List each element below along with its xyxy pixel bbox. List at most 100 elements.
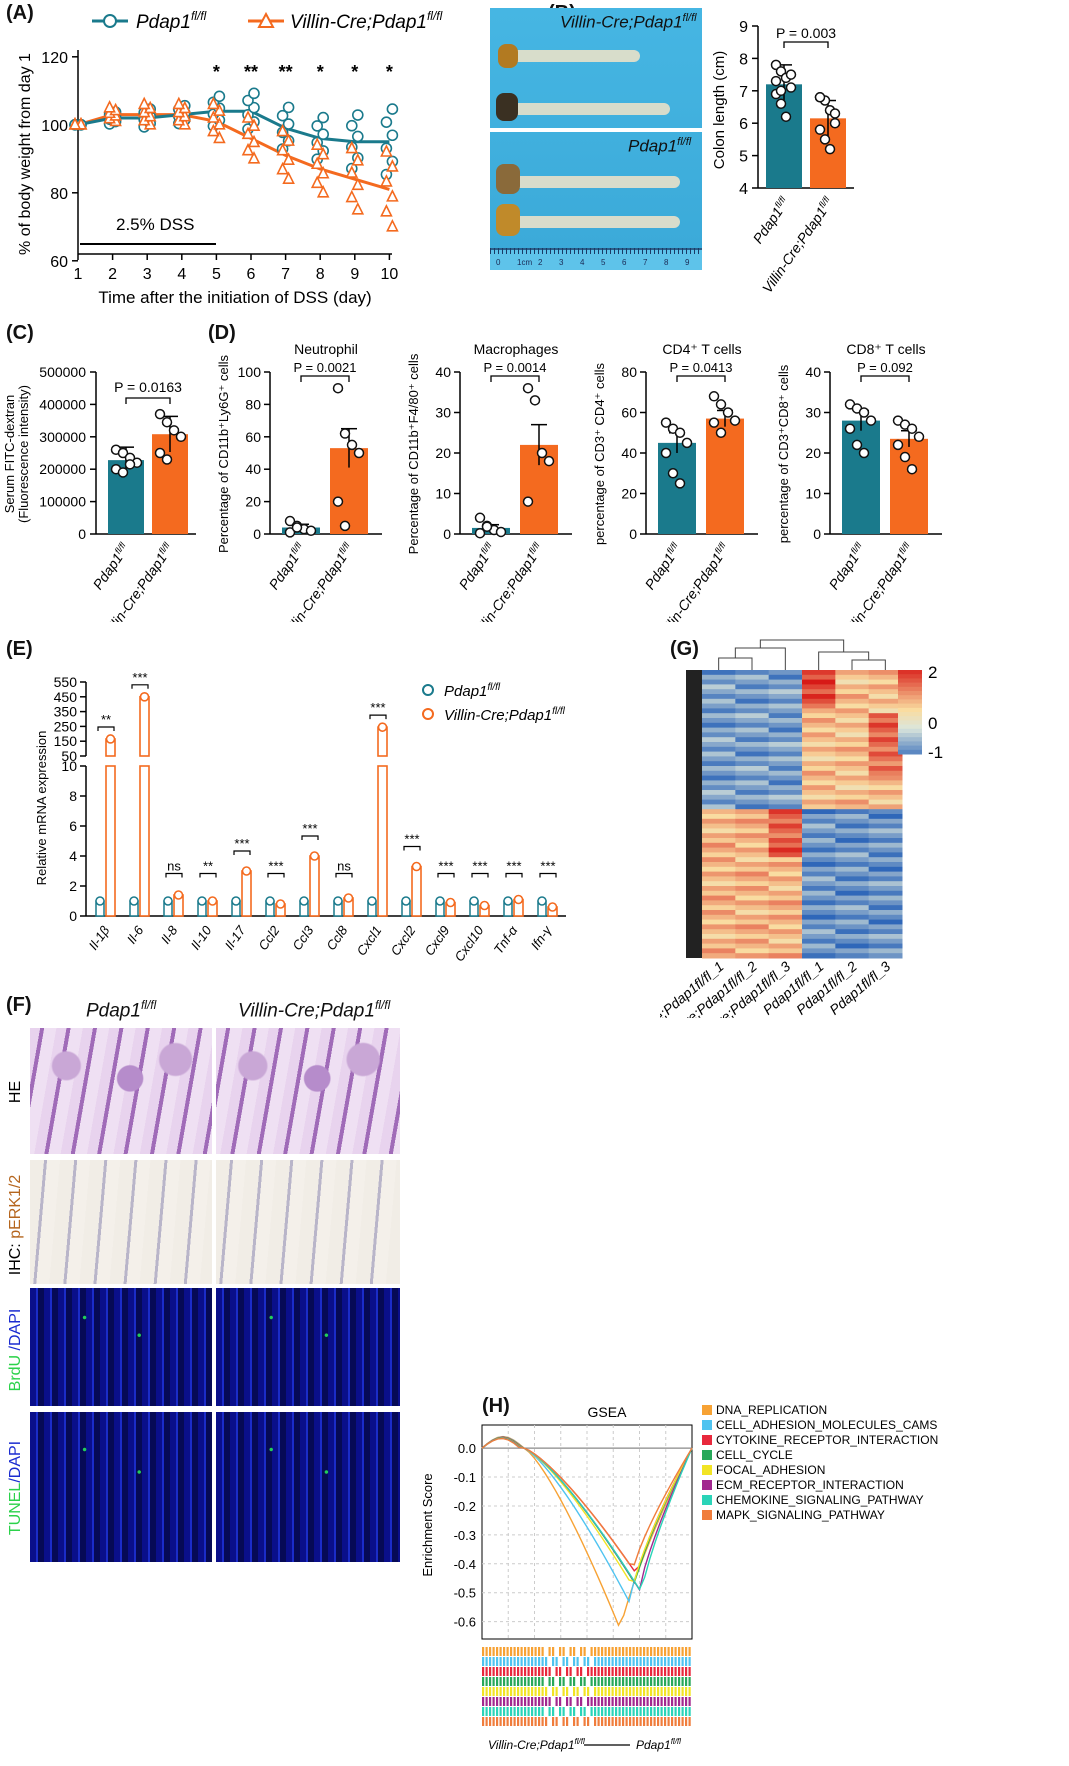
c-point (161, 416, 173, 428)
a-point-ko (345, 140, 359, 154)
h-hit-mark (517, 1687, 520, 1696)
h-hit-mark (573, 1677, 576, 1686)
h-hit-mark (629, 1657, 632, 1666)
e-gene-label: Il-17 (222, 922, 249, 952)
h-hit-mark (594, 1657, 597, 1666)
g-cell (768, 857, 803, 863)
g-cell (702, 732, 736, 738)
a-sig-mark: ** (279, 62, 293, 82)
h-hit-mark (646, 1707, 649, 1716)
h-bottom-left: Villin-Cre;Pdap1fl/fl (488, 1737, 585, 1752)
h-hit-mark (685, 1687, 688, 1696)
h-hit-mark (667, 1667, 670, 1676)
g-cell (702, 766, 736, 772)
b-point (785, 69, 797, 80)
e-gene-label: Il-10 (188, 922, 215, 952)
e-sig-bracket (131, 684, 149, 689)
panel-label-g: (G) (670, 638, 699, 660)
h-hit-mark (510, 1677, 513, 1686)
a-ytick-label: 120 (41, 50, 68, 67)
g-cell (835, 905, 870, 911)
d-bar-ctrl (658, 442, 696, 534)
h-hit-mark (482, 1647, 485, 1656)
g-cell (735, 804, 770, 810)
ruler-label: 6 (622, 258, 627, 267)
h-hit-mark (615, 1697, 618, 1706)
h-hit-mark (615, 1677, 618, 1686)
h-hit-mark (632, 1707, 635, 1716)
h-hit-mark (506, 1657, 509, 1666)
h-hit-mark (622, 1707, 625, 1716)
h-hit-mark (541, 1687, 544, 1696)
d-point (543, 455, 555, 467)
h-hit-mark (517, 1717, 520, 1726)
h-hit-mark (499, 1697, 502, 1706)
h-hit-mark (671, 1667, 674, 1676)
h-hit-mark (489, 1677, 492, 1686)
d-xtick-ctrl: Pdap1fl/fl (826, 540, 869, 593)
a-series-ko-line (77, 113, 390, 191)
h-hit-mark (618, 1667, 621, 1676)
g-cell (868, 847, 903, 853)
d-title-2: CD4⁺ T cells (662, 341, 741, 357)
h-hit-mark (639, 1647, 642, 1656)
d-point (353, 447, 365, 459)
h-hit-mark (524, 1677, 527, 1686)
g-cell (802, 684, 836, 690)
a-point-ko (345, 165, 359, 178)
h-hit-mark (548, 1707, 551, 1716)
g-scale-cell (898, 686, 922, 692)
e-point-ko (513, 894, 524, 905)
h-hit-mark (653, 1677, 656, 1686)
g-cell (868, 756, 903, 762)
h-hit-mark (513, 1687, 516, 1696)
h-hit-mark (674, 1647, 677, 1656)
tunel-ko (216, 1412, 400, 1562)
h-legend-label: DNA_REPLICATION (716, 1403, 827, 1417)
b-point (814, 92, 826, 103)
a-sig-mark: * (213, 62, 220, 82)
d-point (536, 447, 548, 459)
g-cell (835, 790, 870, 796)
e-bar-ko (139, 765, 150, 917)
g-cell (735, 862, 770, 868)
g-cell (735, 847, 770, 853)
g-scale-cell (898, 716, 922, 721)
colon-photo-label-ctrl: Pdap1fl/fl (628, 136, 692, 156)
a-sig-mark: * (351, 62, 358, 82)
h-hit-mark (562, 1647, 565, 1656)
d-ylabel-1: Percentage of CD11b⁺F4/80⁺ cells (406, 353, 421, 554)
row-label-tunel: TUNEL/DAPI (7, 1441, 24, 1535)
h-hit-mark (664, 1707, 667, 1716)
h-hit-mark (636, 1697, 639, 1706)
h-legend-label: CYTOKINE_RECEPTOR_INTERACTION (716, 1433, 938, 1447)
tunel-ctrl (30, 1412, 212, 1562)
e-gene-label: Ccl2 (255, 922, 283, 953)
e-ytick-label: 4 (69, 848, 77, 864)
g-cell (868, 886, 903, 892)
g-cell (835, 833, 870, 839)
g-cell (735, 828, 770, 834)
g-cell (702, 900, 736, 906)
h-hit-mark (492, 1707, 495, 1716)
e-point-ko (207, 896, 218, 906)
h-hit-mark (688, 1697, 691, 1706)
g-cell (802, 838, 836, 844)
h-hit-mark (650, 1687, 653, 1696)
g-cell (802, 866, 836, 873)
g-cell (768, 756, 803, 762)
e-sig-mark: *** (268, 859, 283, 874)
h-hit-mark (657, 1657, 660, 1666)
h-hit-mark (622, 1687, 625, 1696)
h-ytick-label: -0.6 (454, 1615, 476, 1630)
g-cell (702, 914, 736, 921)
g-cell (835, 900, 870, 906)
g-cell (735, 943, 770, 949)
h-hit-mark (604, 1677, 607, 1686)
a-xtick-label: 3 (143, 266, 152, 283)
h-hit-mark (639, 1687, 642, 1696)
g-cell (768, 703, 803, 709)
h-hit-mark (555, 1667, 558, 1676)
g-cell (868, 727, 903, 733)
h-hit-mark (552, 1657, 555, 1666)
